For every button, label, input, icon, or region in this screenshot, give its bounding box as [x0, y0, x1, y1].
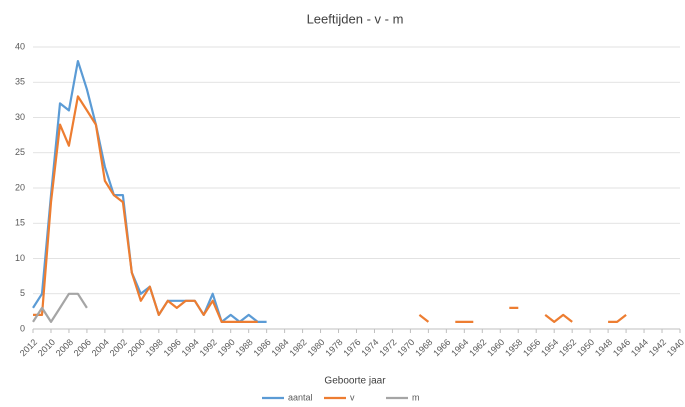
y-tick-label: 40 — [15, 41, 25, 51]
x-axis-label: Geboorte jaar — [324, 376, 386, 387]
legend-label: v — [350, 392, 355, 402]
y-tick-label: 35 — [15, 77, 25, 87]
series-line — [33, 95, 627, 323]
y-tick-label: 5 — [20, 288, 25, 298]
y-tick-label: 10 — [15, 253, 25, 263]
y-tick-label: 25 — [15, 147, 25, 157]
y-tick-label: 0 — [20, 323, 25, 333]
series-line — [32, 292, 88, 323]
legend-label: m — [412, 392, 420, 402]
y-tick-label: 20 — [15, 182, 25, 192]
y-tick-label: 30 — [15, 112, 25, 122]
chart-title: Leeftijden - v - m — [307, 11, 404, 26]
legend-label: aantal — [288, 392, 313, 402]
y-tick-label: 15 — [15, 218, 25, 228]
